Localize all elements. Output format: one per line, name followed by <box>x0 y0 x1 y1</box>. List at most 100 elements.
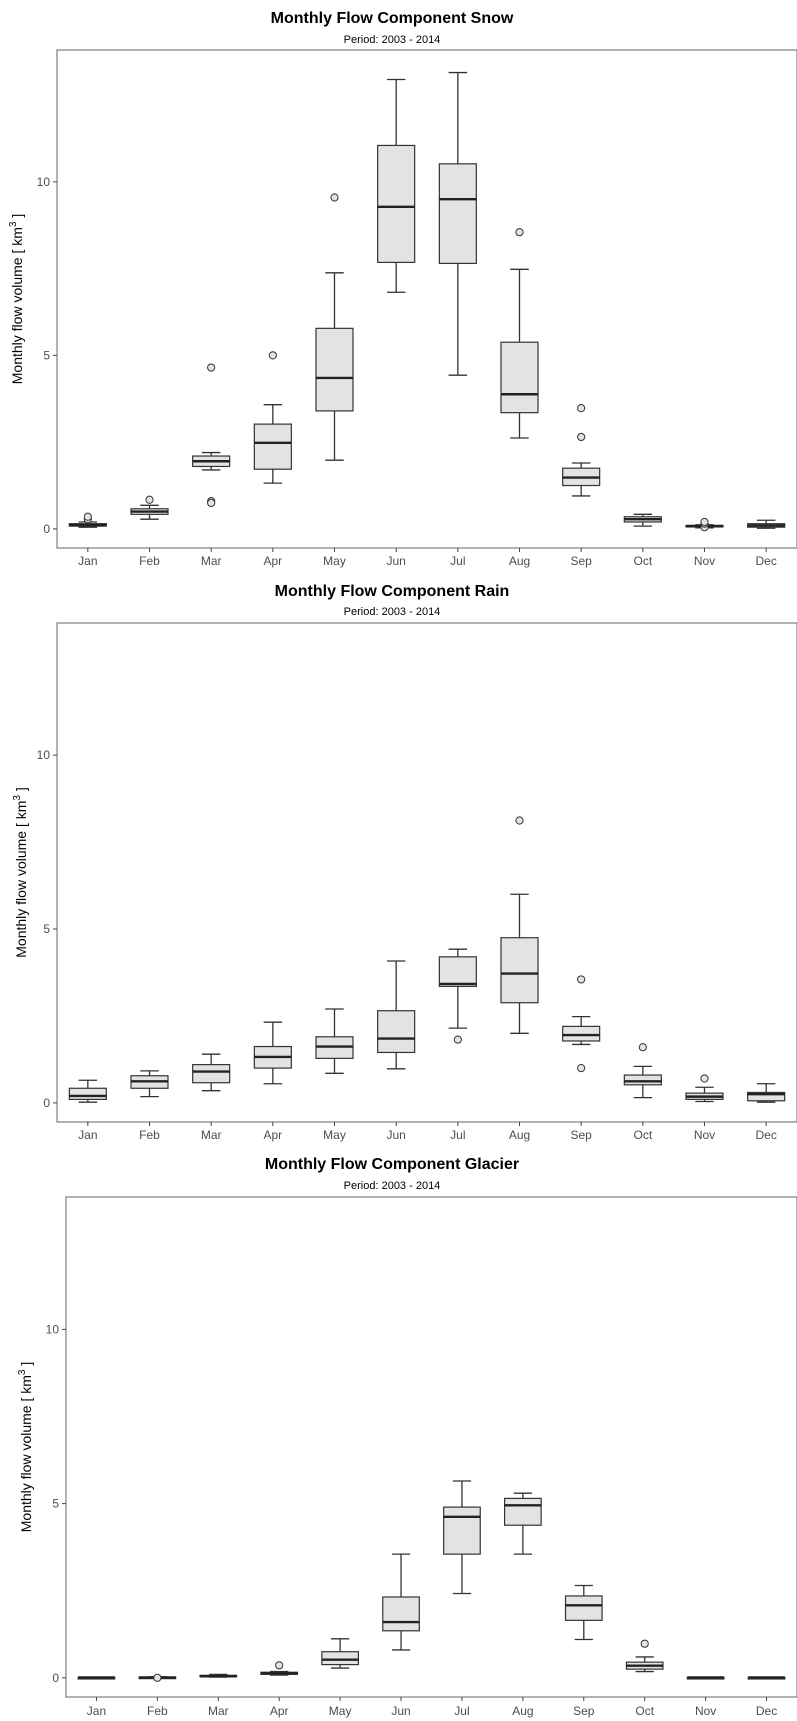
box-iqr <box>377 144 416 263</box>
y-axis-label-bracket: ] <box>18 1362 34 1370</box>
x-tick-label: Jan <box>87 1704 106 1718</box>
y-tick-label: 0 <box>43 1096 50 1110</box>
box-may <box>315 193 354 461</box>
box-jan <box>68 1079 107 1103</box>
x-tick-label: Oct <box>635 1704 654 1718</box>
chart-title: Monthly Flow Component Glacier <box>265 1156 519 1173</box>
x-tick-label: May <box>323 1128 346 1142</box>
outlier-point <box>145 495 154 504</box>
y-tick-label: 5 <box>52 1497 59 1511</box>
box-dec <box>747 1083 786 1103</box>
outlier-point <box>638 1043 647 1052</box>
box-iqr <box>315 327 354 412</box>
box-oct <box>625 1639 664 1673</box>
y-tick-label: 0 <box>43 522 50 536</box>
box-nov <box>686 1676 725 1680</box>
y-axis-label: Monthly flow volume [ km3 ] <box>12 787 29 958</box>
box-oct <box>623 1043 662 1099</box>
chart-subtitle: Period: 2003 - 2014 <box>344 1180 441 1192</box>
box-may <box>315 1008 354 1074</box>
rain-chart-panel: Monthly Flow Component Rain Period: 2003… <box>0 571 797 1144</box>
box-iqr <box>564 1595 603 1621</box>
x-tick-label: Apr <box>270 1704 289 1718</box>
glacier-chart-panel: Monthly Flow Component Glacier Period: 2… <box>0 1144 797 1721</box>
outlier-point <box>207 363 216 372</box>
x-tick-label: Feb <box>139 554 160 568</box>
box-iqr <box>623 1074 662 1086</box>
snow-chart-panel: Monthly Flow Component Snow Period: 2003… <box>0 0 797 571</box>
y-axis-unit-superscript: 3 <box>8 221 19 227</box>
outlier-point <box>453 1035 462 1044</box>
x-tick-label: Apr <box>263 1128 282 1142</box>
box-sep <box>564 1584 603 1641</box>
y-axis-unit-superscript: 3 <box>17 1369 28 1375</box>
box-jun <box>377 960 416 1070</box>
x-tick-label: Dec <box>755 554 776 568</box>
snow-chart: Monthly Flow Component Snow Period: 2003… <box>8 10 797 568</box>
x-tick-label: Sep <box>570 554 592 568</box>
box-jan <box>68 512 107 528</box>
box-iqr <box>504 1497 542 1526</box>
y-axis-label-text: Monthly flow volume [ km <box>9 227 25 384</box>
x-tick-label: Jun <box>391 1704 410 1718</box>
box-feb <box>138 1673 177 1682</box>
box-jan <box>77 1676 116 1680</box>
glacier-chart: Monthly Flow Component Glacier Period: 2… <box>17 1156 797 1718</box>
box-sep <box>562 975 601 1073</box>
box-oct <box>623 513 662 527</box>
box-iqr <box>438 163 477 265</box>
box-iqr <box>438 956 477 987</box>
box-iqr <box>443 1506 481 1555</box>
outlier-point <box>207 498 216 507</box>
box-apr <box>253 1021 292 1085</box>
chart-title: Monthly Flow Component Rain <box>275 583 510 600</box>
box-dec <box>747 519 786 529</box>
x-tick-label: Mar <box>201 1128 222 1142</box>
outlier-point <box>268 351 277 360</box>
y-axis-unit-superscript: 3 <box>12 795 23 801</box>
box-jul <box>438 948 477 1044</box>
x-tick-label: May <box>329 1704 352 1718</box>
outlier-point <box>577 1064 586 1073</box>
x-tick-label: Mar <box>208 1704 229 1718</box>
box-apr <box>260 1661 299 1676</box>
box-feb <box>130 495 169 520</box>
y-tick-label: 0 <box>52 1671 59 1685</box>
chart-subtitle: Period: 2003 - 2014 <box>344 34 441 46</box>
box-iqr <box>500 937 539 1004</box>
plot-frame <box>56 49 797 549</box>
x-tick-label: Nov <box>695 1704 716 1718</box>
box-dec <box>747 1676 786 1680</box>
y-axis-label-bracket: ] <box>13 787 29 795</box>
y-axis-label-text: Monthly flow volume [ km <box>13 801 29 958</box>
box-aug <box>504 1492 542 1555</box>
box-mar <box>192 1053 231 1092</box>
box-iqr <box>377 1010 416 1054</box>
box-iqr <box>321 1651 360 1666</box>
outlier-point <box>515 228 524 237</box>
x-tick-label: Oct <box>633 1128 652 1142</box>
y-axis-label: Monthly flow volume [ km3 ] <box>8 214 25 385</box>
x-tick-label: Sep <box>570 1128 592 1142</box>
box-jul <box>438 71 477 376</box>
box-iqr <box>192 1064 231 1084</box>
chart-subtitle: Period: 2003 - 2014 <box>344 606 441 618</box>
box-iqr <box>382 1596 420 1632</box>
box-mar <box>192 363 231 507</box>
y-axis-label-text: Monthly flow volume [ km <box>18 1375 34 1532</box>
x-tick-label: Sep <box>573 1704 595 1718</box>
y-tick-label: 10 <box>37 748 51 762</box>
x-tick-label: Jul <box>450 554 465 568</box>
x-tick-label: Oct <box>633 554 652 568</box>
outlier-point <box>700 1074 709 1083</box>
x-tick-label: Aug <box>509 554 530 568</box>
plot-frame <box>65 1196 797 1698</box>
outlier-point <box>515 816 524 825</box>
x-tick-label: Dec <box>755 1128 776 1142</box>
x-tick-label: Aug <box>512 1704 533 1718</box>
box-iqr <box>500 341 539 414</box>
box-jul <box>443 1480 481 1595</box>
chart-title: Monthly Flow Component Snow <box>271 10 514 27</box>
y-axis-label-bracket: ] <box>9 214 25 222</box>
box-iqr <box>253 423 292 470</box>
